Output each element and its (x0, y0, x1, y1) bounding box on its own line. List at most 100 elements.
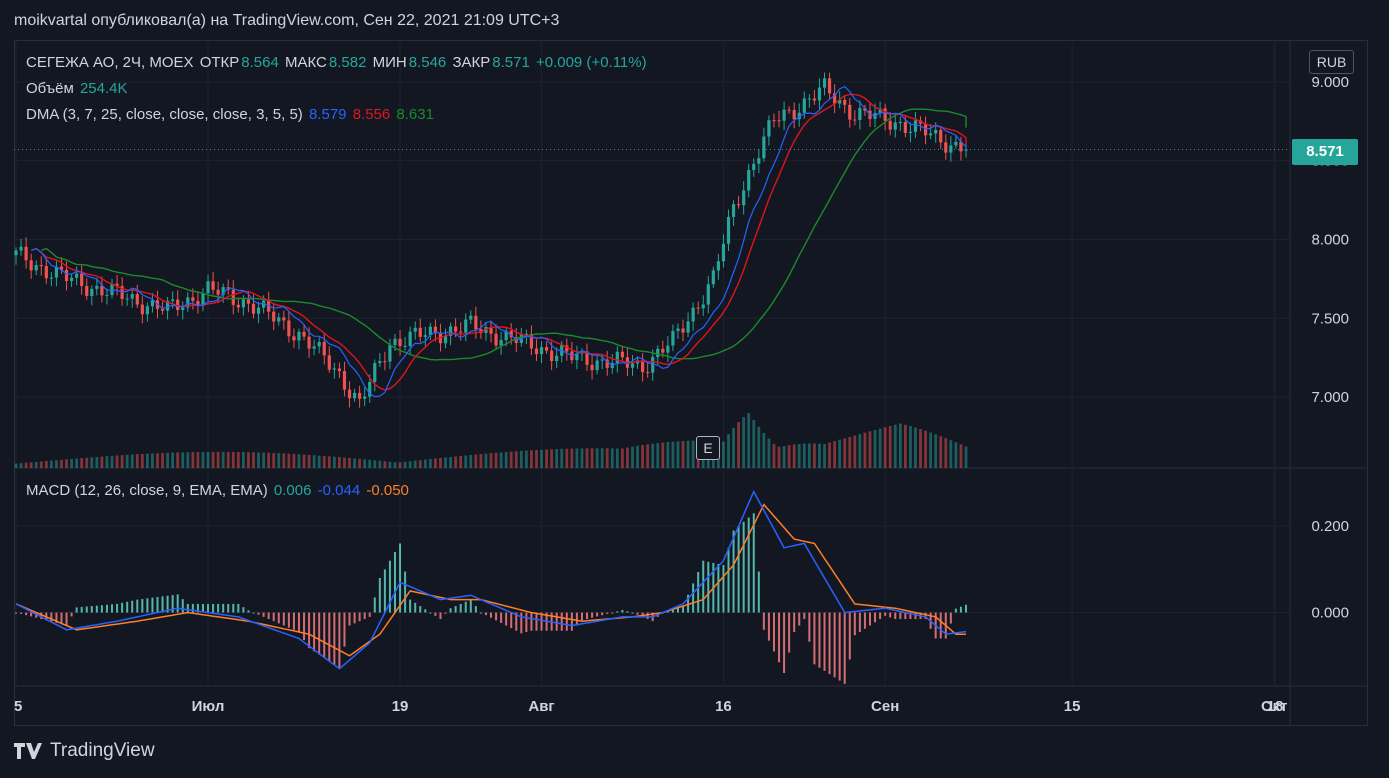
volume-bar (615, 448, 619, 468)
time-tick-label: 19 (392, 698, 409, 715)
candle-body (327, 355, 331, 370)
candle-body (95, 285, 99, 289)
dma-legend[interactable]: DMA (3, 7, 25, close, close, close, 3, 5… (26, 106, 436, 123)
candle-body (661, 348, 665, 353)
volume-bar (44, 461, 48, 468)
volume-bar (570, 448, 574, 468)
volume-bar (646, 444, 650, 468)
volume-bar (737, 422, 741, 468)
macd-histogram-bar (490, 612, 492, 618)
time-tick-label: Сен (871, 698, 899, 715)
candle-body (352, 392, 357, 399)
time-tick-label: Июл (192, 698, 225, 715)
candle-body (817, 87, 822, 101)
macd-histogram-bar (358, 612, 361, 622)
volume-bar (747, 413, 751, 468)
macd-histogram-bar (373, 597, 376, 613)
volume-bar (211, 451, 215, 468)
macd-histogram-bar (687, 594, 690, 613)
candle-body (44, 266, 48, 279)
candle-body (944, 142, 948, 153)
candle-body (110, 283, 114, 296)
macd-histogram-bar (303, 612, 306, 641)
macd-histogram-bar (525, 612, 528, 632)
currency-badge[interactable]: RUB (1309, 50, 1354, 74)
macd-histogram-bar (90, 606, 93, 613)
candle-body (550, 350, 554, 362)
macd-histogram-bar (868, 612, 871, 626)
tradingview-logo-icon (14, 743, 42, 759)
earnings-marker[interactable]: E (696, 436, 720, 460)
low-value: 8.546 (408, 54, 447, 71)
macd-histogram-bar (793, 612, 796, 632)
candle-body (737, 204, 741, 206)
macd-histogram-bar (333, 612, 336, 665)
candle-body (464, 319, 468, 333)
volume-legend[interactable]: Объём 254.4K (26, 80, 130, 97)
volume-bar (823, 444, 826, 468)
volume-label: Объём (26, 80, 74, 97)
candle-body (262, 300, 266, 308)
macd-histogram-bar (217, 603, 220, 613)
volume-bar (393, 462, 397, 468)
candle-body (888, 120, 892, 130)
volume-bar (166, 452, 169, 468)
dma-value-3: 8.631 (396, 106, 434, 123)
volume-bar (565, 448, 569, 468)
volume-bar (307, 454, 311, 468)
volume-bar (853, 435, 857, 468)
dma-value-2: 8.556 (352, 106, 391, 123)
macd-histogram-bar (939, 612, 942, 639)
candle-body (782, 109, 786, 121)
macd-histogram-bar (606, 612, 609, 614)
volume-bar (130, 454, 134, 468)
volume-bar (666, 442, 670, 468)
macd-histogram-bar (429, 612, 432, 614)
dma-slow-line (41, 108, 967, 361)
volume-bar (241, 452, 245, 468)
candle-body (499, 340, 503, 346)
macd-histogram-bar (388, 560, 391, 613)
candle-body (838, 99, 842, 104)
macd-histogram-bar (30, 612, 33, 617)
macd-histogram-bar (596, 612, 599, 617)
volume-bar (848, 436, 852, 468)
candle-body (69, 277, 74, 281)
candle-body (711, 270, 715, 285)
macd-histogram-bar (560, 612, 563, 631)
macd-histogram-bar (853, 612, 856, 636)
volume-bar (398, 462, 402, 468)
candle-body (428, 326, 432, 336)
candle-body (90, 288, 94, 296)
macd-histogram-bar (899, 612, 902, 620)
tradingview-logo[interactable]: TradingView (14, 740, 155, 762)
volume-bar (24, 462, 28, 468)
volume-bar (939, 436, 943, 468)
macd-histogram-bar (646, 612, 649, 620)
candle-body (196, 300, 200, 306)
macd-legend[interactable]: MACD (12, 26, close, 9, EMA, EMA) 0.006 … (26, 482, 411, 499)
high-value: 8.582 (328, 54, 367, 71)
candle-body (696, 307, 700, 309)
candle-body (656, 348, 660, 357)
macd-histogram-bar (181, 599, 184, 613)
candle-body (964, 149, 968, 151)
macd-histogram-bar (717, 563, 720, 613)
candle-body (555, 355, 559, 362)
volume-bar (585, 448, 589, 468)
macd-signal-line (15, 503, 966, 657)
symbol-title[interactable]: СЕГЕЖА АО, 2Ч, MOEX (26, 54, 194, 71)
volume-bar (29, 462, 33, 468)
volume-bar (95, 456, 99, 468)
chart-frame (14, 40, 1368, 726)
macd-tick-label: 0.000 (1311, 605, 1349, 622)
volume-bar (196, 452, 200, 468)
volume-value: 254.4K (79, 80, 128, 97)
candle-body (176, 299, 180, 311)
volume-bar (903, 424, 907, 468)
candle-body (130, 294, 134, 299)
volume-bar (312, 455, 316, 468)
macd-histogram-bar (35, 612, 38, 618)
macd-histogram-bar (747, 517, 750, 613)
